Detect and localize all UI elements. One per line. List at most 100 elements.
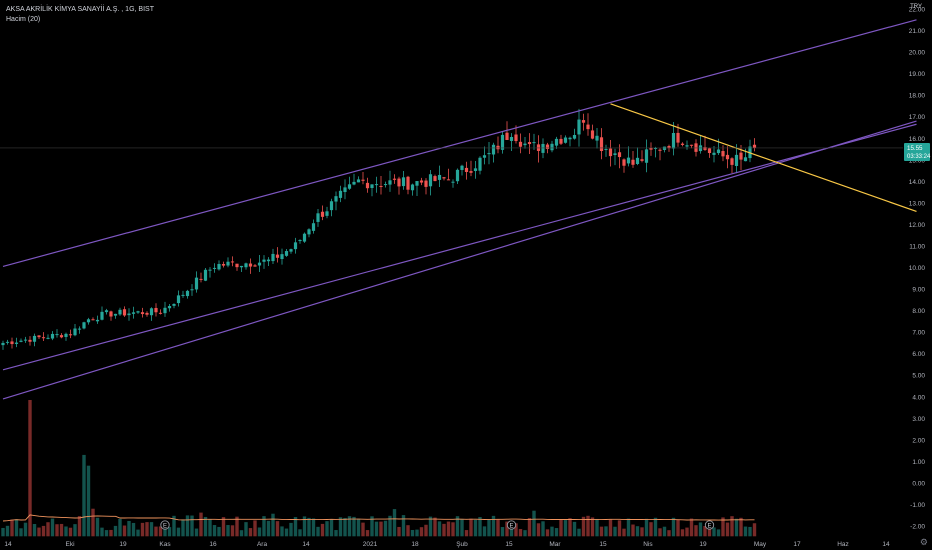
candle-body (347, 184, 352, 189)
candle-body (595, 135, 599, 141)
volume-bar (140, 522, 145, 537)
candle-body (374, 184, 379, 186)
candle-body (707, 148, 712, 154)
volume-bar (644, 518, 649, 537)
candle-body (383, 184, 388, 186)
y-tick-label: 8.00 (912, 308, 925, 315)
candle-body (284, 251, 289, 256)
candle-body (302, 233, 307, 242)
volume-bar (262, 516, 266, 537)
volume-bar (361, 522, 365, 537)
volume-bar (10, 519, 14, 537)
x-tick-label: 2021 (363, 541, 378, 548)
volume-bars (1, 399, 757, 537)
candle-body (127, 313, 131, 316)
volume-bar (149, 522, 154, 537)
x-tick-label: Ara (257, 541, 268, 548)
volume-bar (248, 528, 253, 537)
candle-body (356, 179, 361, 183)
x-tick-label: 18 (411, 541, 419, 548)
volume-bar (734, 518, 739, 537)
candle-body (518, 141, 523, 147)
volume-bar (568, 518, 572, 537)
volume-bar (608, 519, 613, 537)
volume-bar (446, 521, 451, 537)
volume-bar (424, 524, 428, 537)
volume-bar (590, 517, 595, 537)
candle-body (586, 124, 590, 130)
candle-body (316, 213, 320, 222)
volume-bar (311, 518, 316, 537)
candle-body (239, 265, 244, 268)
volume-bar (194, 528, 199, 537)
volume-bar (662, 526, 667, 537)
candle-body (631, 159, 635, 165)
volume-bar (712, 527, 716, 537)
candle-body (590, 130, 595, 139)
candle-body (163, 307, 167, 314)
y-tick-label: 1.00 (912, 459, 925, 466)
candle-body (167, 306, 172, 309)
y-tick-label: 10.00 (909, 265, 926, 272)
candle-body (91, 319, 95, 321)
volume-bar (415, 529, 419, 537)
candle-body (527, 142, 532, 145)
volume-bar (293, 517, 298, 537)
candle-body (599, 137, 604, 152)
volume-bar (244, 522, 248, 537)
candle-body (730, 158, 734, 165)
price-axis (903, 0, 932, 550)
volume-bar (631, 524, 635, 537)
candle-body (257, 262, 262, 266)
volume-bar (595, 518, 599, 537)
candle-body (671, 132, 676, 149)
candle-body (338, 190, 343, 198)
candle-body (635, 157, 640, 164)
candle-body (46, 337, 50, 339)
channel-upper-line (2, 19, 917, 268)
gear-icon[interactable]: ⚙ (919, 537, 928, 547)
candle-body (415, 181, 419, 186)
volume-bar (451, 522, 455, 537)
volume-indicator-label[interactable]: Hacim (20) (6, 16, 41, 23)
volume-bar (635, 526, 640, 537)
y-tick-label: 21.00 (909, 28, 926, 35)
candle-body (190, 289, 194, 291)
candle-body (572, 135, 577, 139)
candle-body (203, 269, 208, 281)
volume-bar (338, 517, 343, 537)
volume-bar (748, 526, 752, 537)
descending-resistance-line (610, 103, 917, 213)
volume-bar (302, 516, 307, 537)
x-tick-label: Haz (837, 541, 849, 548)
volume-bar (275, 521, 280, 537)
candle-body (5, 341, 10, 343)
candle-body (460, 165, 464, 170)
candle-body (73, 328, 77, 336)
candle-body (523, 143, 527, 146)
volume-bar (347, 516, 352, 537)
candles (1, 108, 757, 350)
candle-body (104, 310, 109, 313)
candle-body (437, 174, 442, 180)
earnings-marker (160, 520, 170, 530)
candle-body (581, 120, 586, 123)
candle-body (1, 342, 5, 346)
candle-body (343, 187, 347, 193)
y-tick-label: 4.00 (912, 394, 925, 401)
volume-bar (68, 527, 73, 537)
volume-bar (532, 510, 536, 537)
volume-bar (554, 528, 559, 537)
volume-bar (707, 527, 712, 537)
volume-bar (500, 527, 505, 537)
volume-bar (352, 516, 356, 537)
candle-body (608, 148, 613, 157)
candle-body (361, 179, 365, 181)
volume-bar (64, 526, 68, 537)
volume-bar (599, 526, 604, 537)
symbol-title[interactable]: AKSA AKRİLİK KİMYA SANAYİİ A.Ş. , 1G, BI… (6, 6, 154, 13)
x-tick-label: 19 (119, 541, 127, 548)
y-tick-label: -1.00 (910, 502, 925, 509)
candle-body (370, 184, 374, 188)
